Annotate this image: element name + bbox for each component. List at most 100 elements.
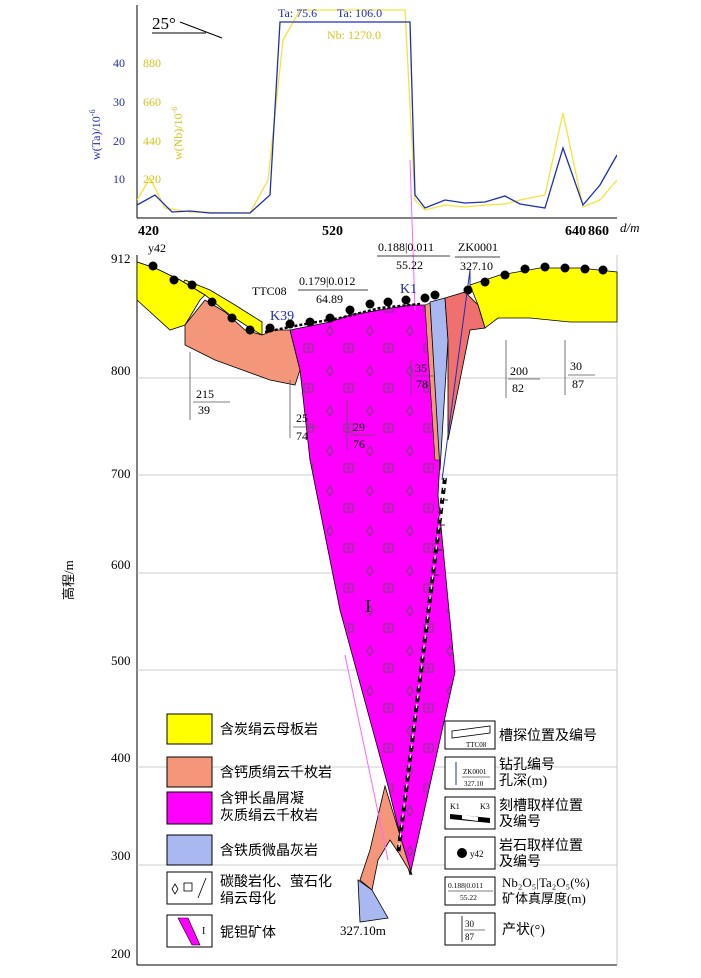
nb-tick: 220	[143, 172, 161, 186]
x-tick: 520	[322, 224, 343, 239]
elevation-axis-label: 高程/m	[61, 560, 76, 600]
channel-sample-k1: K1	[400, 282, 417, 297]
svg-text:76: 76	[353, 437, 365, 451]
alteration-overlay	[290, 305, 455, 875]
svg-text:800: 800	[111, 363, 131, 378]
channel-sample-k39: K39	[270, 309, 294, 324]
x-unit: d/m	[620, 220, 640, 235]
carbonaceous-slate-right	[469, 267, 618, 329]
attitude-30-87: 30 87	[564, 340, 595, 395]
svg-text:0.179|0.012: 0.179|0.012	[299, 274, 355, 288]
rock-sample-label: y42	[148, 241, 166, 255]
attitude-25-74: 25 74	[289, 380, 318, 443]
attitude-215-39: 215 39	[189, 352, 230, 420]
phyllite-right	[444, 291, 486, 441]
legend-label-3: 含铁质微晶灰岩	[220, 843, 318, 859]
ta-axis-ticks: 40 30 20 10	[113, 56, 125, 186]
legend-symbol-3: 岩石取样位置及编号	[499, 838, 583, 870]
svg-text:y42: y42	[470, 849, 484, 859]
peak-ta-label-1: Ta: 75.6	[278, 6, 317, 20]
svg-text:300: 300	[111, 848, 131, 863]
peak-ta-label-2: Ta: 106.0	[337, 6, 382, 20]
nb-tick: 440	[143, 134, 161, 148]
ta-tick: 10	[113, 172, 125, 186]
svg-text:700: 700	[111, 466, 131, 481]
attitude-29-76: 29 76	[346, 400, 375, 451]
drill-depth-label: 327.10	[460, 259, 493, 273]
svg-text:0.188|0.011: 0.188|0.011	[378, 240, 434, 254]
nb-tick: 660	[143, 95, 161, 109]
legend-label-5: 铌钽矿体	[220, 925, 276, 941]
nb-axis-label: w(Nb)/10-6	[170, 107, 185, 160]
element-profile-chart: 40 30 20 10 880 660 440 220 w(Ta)/10-6 w…	[88, 5, 640, 239]
svg-text:500: 500	[111, 653, 131, 668]
svg-text:600: 600	[111, 557, 131, 572]
legend-symbol-0: 槽探位置及编号	[499, 728, 597, 744]
ta-tick: 40	[113, 56, 125, 70]
svg-text:64.89: 64.89	[316, 292, 343, 306]
svg-text:29: 29	[353, 420, 365, 434]
drill-hole-trace	[396, 477, 447, 856]
svg-text:I: I	[202, 926, 205, 937]
svg-text:0.188|0.011: 0.188|0.011	[448, 881, 483, 890]
legend-label-4: 碳酸岩化、萤石化绢云母化	[220, 874, 332, 907]
cross-section: 912 800 700 600 500 400 300 200 高程/m	[61, 159, 618, 966]
orebody-label: I	[365, 596, 371, 616]
x-tick: 640	[565, 224, 586, 239]
svg-text:TTC08: TTC08	[466, 741, 487, 749]
nb-profile-line	[137, 9, 617, 214]
svg-text:327.10: 327.10	[464, 780, 484, 788]
peak-nb-label: Nb: 1270.0	[327, 28, 381, 42]
svg-text:30: 30	[465, 919, 475, 929]
ta-tick: 30	[113, 95, 125, 109]
assay-label-2: 0.188|0.011 55.22	[377, 240, 450, 272]
svg-text:74: 74	[296, 429, 308, 443]
bottom-depth-label: 327.10m	[340, 923, 386, 938]
svg-text:25°: 25°	[152, 14, 176, 33]
svg-text:K1: K1	[450, 802, 460, 811]
ta-axis-label: w(Ta)/10-6	[88, 110, 103, 160]
legend: 含炭绢云母板岩 含钙质绢云千枚岩 含钾长晶屑凝灰质绢云千枚岩 含铁质微晶灰岩 碳…	[166, 713, 597, 948]
legend-symbol-2: 刻槽取样位置及编号	[499, 798, 583, 830]
ta-tick: 20	[113, 134, 125, 148]
svg-text:30: 30	[570, 359, 582, 373]
svg-text:K3: K3	[480, 802, 490, 811]
svg-text:87: 87	[572, 377, 584, 391]
elevation-ticks: 912 800 700 600 500 400 300 200	[111, 251, 131, 961]
svg-text:78: 78	[416, 377, 428, 391]
legend-label-1: 含钙质绢云千枚岩	[220, 765, 332, 781]
ta-profile-line	[137, 21, 617, 214]
trench-label: TTC08	[252, 284, 287, 298]
legend-symbol-1: 钻孔编号孔深(m)	[499, 757, 555, 789]
svg-text:55.22: 55.22	[460, 893, 477, 902]
svg-text:39: 39	[198, 403, 210, 417]
svg-text:35: 35	[415, 361, 427, 375]
attitude-200-82: 200 82	[505, 340, 540, 398]
assay-label-1: 0.179|0.012 64.89	[298, 274, 368, 306]
attitude-35-78: 35 78	[410, 360, 435, 395]
legend-symbol-4: Nb₂O₅|Ta₂O₅(%)矿体真厚度(m)	[502, 875, 590, 906]
svg-text:25: 25	[296, 411, 308, 425]
nb-axis-ticks: 880 660 440 220	[143, 56, 161, 186]
legend-label-2: 含钾长晶屑凝灰质绢云千枚岩	[220, 791, 318, 824]
svg-text:215: 215	[196, 387, 214, 401]
svg-text:87: 87	[465, 932, 475, 942]
x-tick: 420	[138, 224, 159, 239]
legend-symbol-5: 产状(°)	[502, 922, 545, 938]
distance-axis-ticks: 420 520 640 860 d/m	[138, 220, 640, 239]
svg-text:55.22: 55.22	[396, 258, 423, 272]
svg-text:ZK0001: ZK0001	[463, 768, 487, 776]
limestone-bottom	[357, 879, 389, 923]
angle-indicator: 25°	[152, 14, 223, 39]
svg-text:912: 912	[111, 251, 131, 266]
svg-text:400: 400	[111, 750, 131, 765]
svg-text:82: 82	[512, 381, 524, 395]
carbonaceous-slate-left-2	[136, 261, 206, 331]
x-tick: 860	[588, 224, 609, 239]
svg-text:200: 200	[111, 946, 131, 961]
nb-tick: 880	[143, 56, 161, 70]
phyllite-bottom	[359, 784, 413, 891]
svg-text:200: 200	[510, 364, 528, 378]
drill-hole-label: ZK0001	[458, 240, 498, 254]
